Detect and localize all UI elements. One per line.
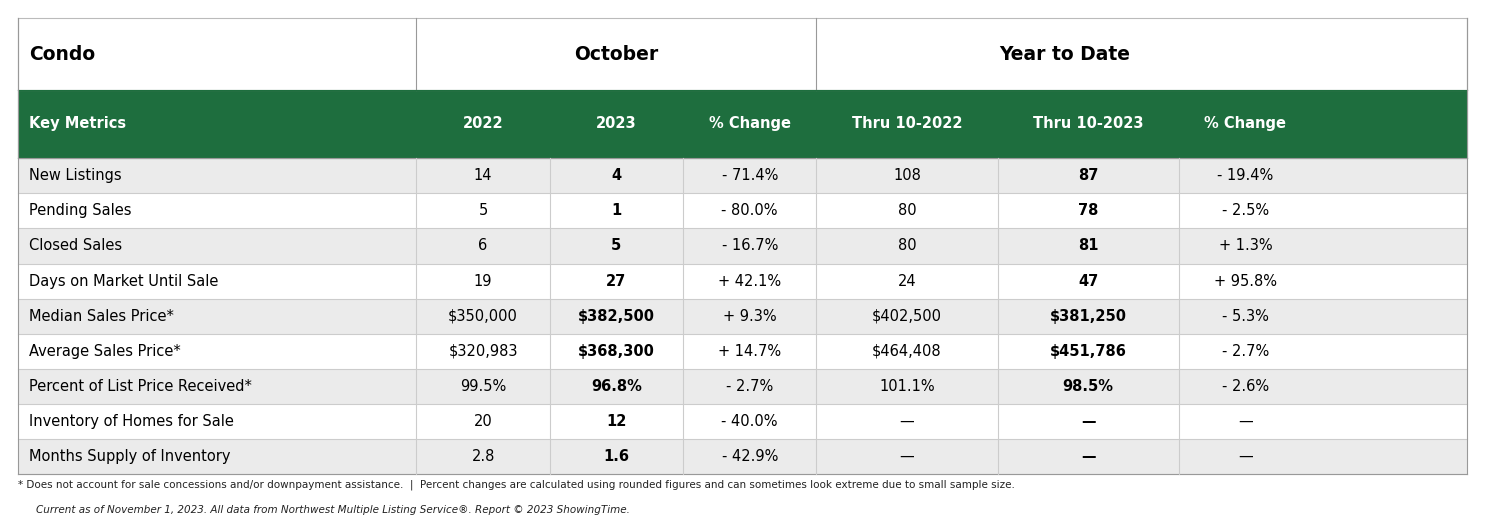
Text: 108: 108 xyxy=(892,168,921,183)
Text: 101.1%: 101.1% xyxy=(879,379,936,394)
Bar xyxy=(18,158,1467,193)
Text: $382,500: $382,500 xyxy=(578,309,655,324)
Text: 96.8%: 96.8% xyxy=(591,379,642,394)
Text: $464,408: $464,408 xyxy=(872,344,941,359)
Text: New Listings: New Listings xyxy=(30,168,122,183)
Text: 27: 27 xyxy=(606,274,627,289)
Text: —: — xyxy=(1238,414,1253,429)
Text: Months Supply of Inventory: Months Supply of Inventory xyxy=(30,449,230,464)
Text: + 42.1%: + 42.1% xyxy=(719,274,781,289)
Text: % Change: % Change xyxy=(1204,116,1286,131)
Text: $381,250: $381,250 xyxy=(1050,309,1127,324)
Bar xyxy=(18,439,1467,474)
Bar xyxy=(18,18,1467,90)
Bar xyxy=(18,369,1467,404)
Text: 12: 12 xyxy=(606,414,627,429)
Text: —: — xyxy=(900,449,915,464)
Text: + 95.8%: + 95.8% xyxy=(1213,274,1277,289)
Text: 87: 87 xyxy=(1078,168,1099,183)
Text: Inventory of Homes for Sale: Inventory of Homes for Sale xyxy=(30,414,235,429)
Text: Thru 10-2022: Thru 10-2022 xyxy=(852,116,962,131)
Text: 98.5%: 98.5% xyxy=(1063,379,1114,394)
Text: - 2.7%: - 2.7% xyxy=(1222,344,1270,359)
Text: % Change: % Change xyxy=(708,116,790,131)
Text: Closed Sales: Closed Sales xyxy=(30,238,123,253)
Text: * Does not account for sale concessions and/or downpayment assistance.  |  Perce: * Does not account for sale concessions … xyxy=(18,480,1014,490)
Text: 1.6: 1.6 xyxy=(603,449,630,464)
Bar xyxy=(18,193,1467,228)
Text: + 1.3%: + 1.3% xyxy=(1219,238,1273,253)
Text: 80: 80 xyxy=(898,203,916,218)
Text: - 2.6%: - 2.6% xyxy=(1222,379,1270,394)
Text: - 19.4%: - 19.4% xyxy=(1218,168,1274,183)
Text: 24: 24 xyxy=(898,274,916,289)
Text: $368,300: $368,300 xyxy=(578,344,655,359)
Text: Pending Sales: Pending Sales xyxy=(30,203,132,218)
Text: October: October xyxy=(575,44,658,64)
Text: 5: 5 xyxy=(612,238,622,253)
Text: 99.5%: 99.5% xyxy=(460,379,506,394)
Text: 1: 1 xyxy=(612,203,622,218)
Text: 19: 19 xyxy=(474,274,493,289)
Text: - 40.0%: - 40.0% xyxy=(722,414,778,429)
Text: Days on Market Until Sale: Days on Market Until Sale xyxy=(30,274,218,289)
Bar xyxy=(18,90,1467,158)
Text: - 2.7%: - 2.7% xyxy=(726,379,774,394)
Text: 2022: 2022 xyxy=(463,116,503,131)
Text: + 14.7%: + 14.7% xyxy=(719,344,781,359)
Bar xyxy=(18,299,1467,334)
Text: Average Sales Price*: Average Sales Price* xyxy=(30,344,181,359)
Text: 81: 81 xyxy=(1078,238,1099,253)
Text: 2.8: 2.8 xyxy=(471,449,495,464)
Text: Median Sales Price*: Median Sales Price* xyxy=(30,309,174,324)
Text: - 42.9%: - 42.9% xyxy=(722,449,778,464)
Text: - 2.5%: - 2.5% xyxy=(1222,203,1270,218)
Text: —: — xyxy=(900,414,915,429)
Text: $451,786: $451,786 xyxy=(1050,344,1127,359)
Text: $320,983: $320,983 xyxy=(448,344,518,359)
Text: —: — xyxy=(1081,449,1096,464)
Text: 20: 20 xyxy=(474,414,493,429)
Text: Year to Date: Year to Date xyxy=(999,44,1130,64)
Text: Percent of List Price Received*: Percent of List Price Received* xyxy=(30,379,252,394)
Text: Key Metrics: Key Metrics xyxy=(30,116,126,131)
Text: Current as of November 1, 2023. All data from Northwest Multiple Listing Service: Current as of November 1, 2023. All data… xyxy=(36,505,630,515)
Text: 4: 4 xyxy=(612,168,621,183)
Text: —: — xyxy=(1238,449,1253,464)
Bar xyxy=(18,404,1467,439)
Text: 6: 6 xyxy=(478,238,487,253)
Text: 5: 5 xyxy=(478,203,487,218)
Text: - 16.7%: - 16.7% xyxy=(722,238,778,253)
Text: Condo: Condo xyxy=(30,44,95,64)
Text: 2023: 2023 xyxy=(595,116,637,131)
Bar xyxy=(18,334,1467,369)
Text: —: — xyxy=(1081,414,1096,429)
Text: - 80.0%: - 80.0% xyxy=(722,203,778,218)
Text: 78: 78 xyxy=(1078,203,1099,218)
Text: - 71.4%: - 71.4% xyxy=(722,168,778,183)
Bar xyxy=(18,228,1467,264)
Text: Thru 10-2023: Thru 10-2023 xyxy=(1034,116,1143,131)
Text: 80: 80 xyxy=(898,238,916,253)
Text: + 9.3%: + 9.3% xyxy=(723,309,777,324)
Text: $402,500: $402,500 xyxy=(872,309,941,324)
Text: $350,000: $350,000 xyxy=(448,309,518,324)
Text: 14: 14 xyxy=(474,168,493,183)
Bar xyxy=(18,264,1467,299)
Text: 47: 47 xyxy=(1078,274,1099,289)
Text: - 5.3%: - 5.3% xyxy=(1222,309,1268,324)
